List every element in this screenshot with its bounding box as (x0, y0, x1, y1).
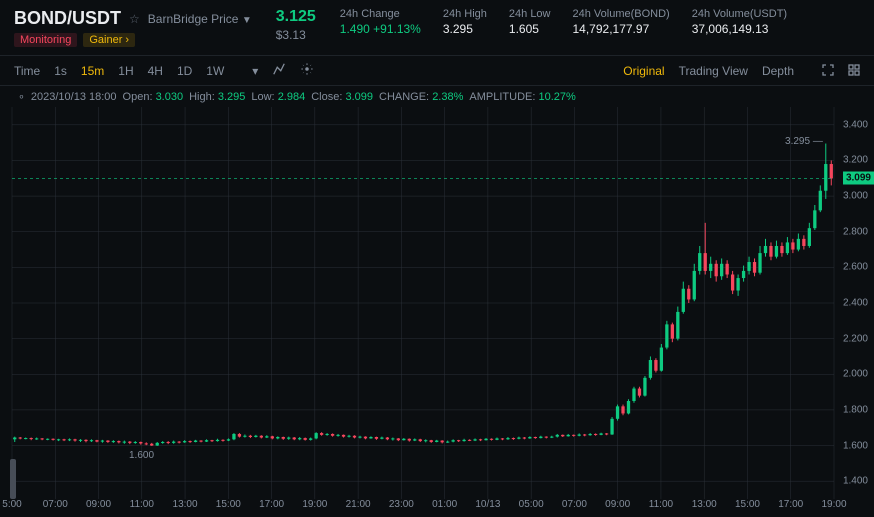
ohlc-open: 3.030 (156, 91, 184, 103)
ohlc-close: 3.099 (345, 91, 373, 103)
x-tick: 09:00 (86, 499, 111, 510)
x-tick: 09:00 (605, 499, 630, 510)
scroll-thumb[interactable] (10, 459, 16, 499)
y-tick: 3.200 (843, 155, 868, 166)
high-marker: 3.295 — (785, 136, 823, 147)
header: BOND/USDT ☆ BarnBridge Price ▼ Monitorin… (0, 0, 874, 55)
stat-label: 24h Volume(BOND) (573, 8, 670, 20)
grid-layout-icon[interactable] (848, 63, 860, 79)
badge-monitoring[interactable]: Monitoring (14, 33, 77, 47)
x-tick: 17:00 (259, 499, 284, 510)
current-price-flag: 3.099 (843, 172, 874, 185)
last-price-usd: $3.13 (276, 28, 316, 42)
y-tick: 2.600 (843, 262, 868, 273)
stat-1: 24h High 3.295 (443, 8, 487, 36)
y-tick: 1.600 (843, 440, 868, 451)
stats-row: 24h Change1.490 +91.13%24h High3.29524h … (340, 8, 787, 36)
x-tick: 19:00 (302, 499, 327, 510)
ohlc-bar: ∘ 2023/10/13 18:00 Open: 3.030 High: 3.2… (0, 86, 874, 107)
ohlc-datetime: 2023/10/13 18:00 (31, 91, 117, 103)
ohlc-amplitude: 10.27% (538, 91, 575, 103)
pair-subname[interactable]: BarnBridge Price ▼ (148, 12, 252, 26)
y-tick: 2.400 (843, 298, 868, 309)
y-tick: 2.800 (843, 226, 868, 237)
stat-2: 24h Low 1.605 (509, 8, 551, 36)
stat-label: 24h Volume(USDT) (692, 8, 787, 20)
x-tick: 15:00 (216, 499, 241, 510)
timeframe-4H[interactable]: 4H (148, 64, 163, 78)
fullscreen-icon[interactable] (822, 63, 834, 79)
timeframe-15m[interactable]: 15m (81, 64, 104, 78)
stat-value: 1.490 +91.13% (340, 22, 421, 36)
x-tick: 11:00 (649, 499, 673, 510)
stat-value: 3.295 (443, 22, 487, 36)
x-tick: 07:00 (562, 499, 587, 510)
timeframe-Time[interactable]: Time (14, 64, 40, 78)
x-tick: 05:00 (519, 499, 544, 510)
pair-block: BOND/USDT ☆ BarnBridge Price ▼ Monitorin… (14, 8, 252, 47)
stat-label: 24h Low (509, 8, 551, 20)
view-tab-depth[interactable]: Depth (762, 64, 794, 78)
x-tick: 21:00 (346, 499, 371, 510)
pair-symbol: BOND/USDT (14, 8, 121, 29)
x-tick: 07:00 (43, 499, 68, 510)
view-tab-trading-view[interactable]: Trading View (679, 64, 748, 78)
stat-0: 24h Change 1.490 +91.13% (340, 8, 421, 36)
y-tick: 3.400 (843, 119, 868, 130)
y-tick: 1.800 (843, 404, 868, 415)
x-tick: 13:00 (173, 499, 198, 510)
toolbar: Time 1s 15m 1H 4H 1D 1W ▾ Original Trading View… (0, 55, 874, 86)
timeframe-more[interactable]: ▾ (252, 64, 258, 78)
x-tick: 15:00 (735, 499, 760, 510)
ohlc-change: 2.38% (432, 91, 463, 103)
x-tick: 23:00 (389, 499, 414, 510)
x-tick: 19:00 (821, 499, 846, 510)
x-tick: 13:00 (692, 499, 717, 510)
stat-value: 14,792,177.97 (573, 22, 670, 36)
candlestick-chart[interactable] (0, 107, 874, 499)
stat-value: 37,006,149.13 (692, 22, 787, 36)
y-tick: 1.400 (843, 476, 868, 487)
x-axis: 5:00 07:00 09:00 11:00 13:00 15:00 17:00 19:00 2… (0, 499, 822, 517)
low-marker: 1.600 (129, 450, 154, 461)
price-block: 3.125 $3.13 (276, 8, 316, 42)
settings-icon[interactable] (300, 62, 314, 79)
view-tab-original[interactable]: Original (623, 64, 664, 78)
timeframe-1s[interactable]: 1s (54, 64, 67, 78)
ohlc-high: 3.295 (218, 91, 246, 103)
x-tick: 01:00 (432, 499, 457, 510)
badge-gainer[interactable]: Gainer › (83, 33, 135, 47)
indicator-icon[interactable] (272, 62, 286, 79)
stat-3: 24h Volume(BOND) 14,792,177.97 (573, 8, 670, 36)
bookmark-icon[interactable]: ☆ (129, 12, 140, 26)
x-tick: 17:00 (778, 499, 803, 510)
ohlc-low: 2.984 (278, 91, 306, 103)
x-tick: 11:00 (130, 499, 154, 510)
y-tick: 3.000 (843, 191, 868, 202)
timeframe-1H[interactable]: 1H (118, 64, 133, 78)
stat-4: 24h Volume(USDT) 37,006,149.13 (692, 8, 787, 36)
chart-area[interactable]: 1.400 1.600 1.800 2.000 2.200 2.400 2.600 2.800… (0, 107, 874, 517)
stat-value: 1.605 (509, 22, 551, 36)
x-tick: 5:00 (2, 499, 21, 510)
last-price: 3.125 (276, 8, 316, 26)
y-tick: 2.000 (843, 369, 868, 380)
timeframe-1D[interactable]: 1D (177, 64, 192, 78)
stat-label: 24h High (443, 8, 487, 20)
x-tick: 10/13 (475, 499, 500, 510)
y-tick: 2.200 (843, 333, 868, 344)
timeframe-1W[interactable]: 1W (206, 64, 224, 78)
stat-label: 24h Change (340, 8, 421, 20)
y-axis: 1.400 1.600 1.800 2.000 2.200 2.400 2.600 2.800… (834, 107, 874, 499)
